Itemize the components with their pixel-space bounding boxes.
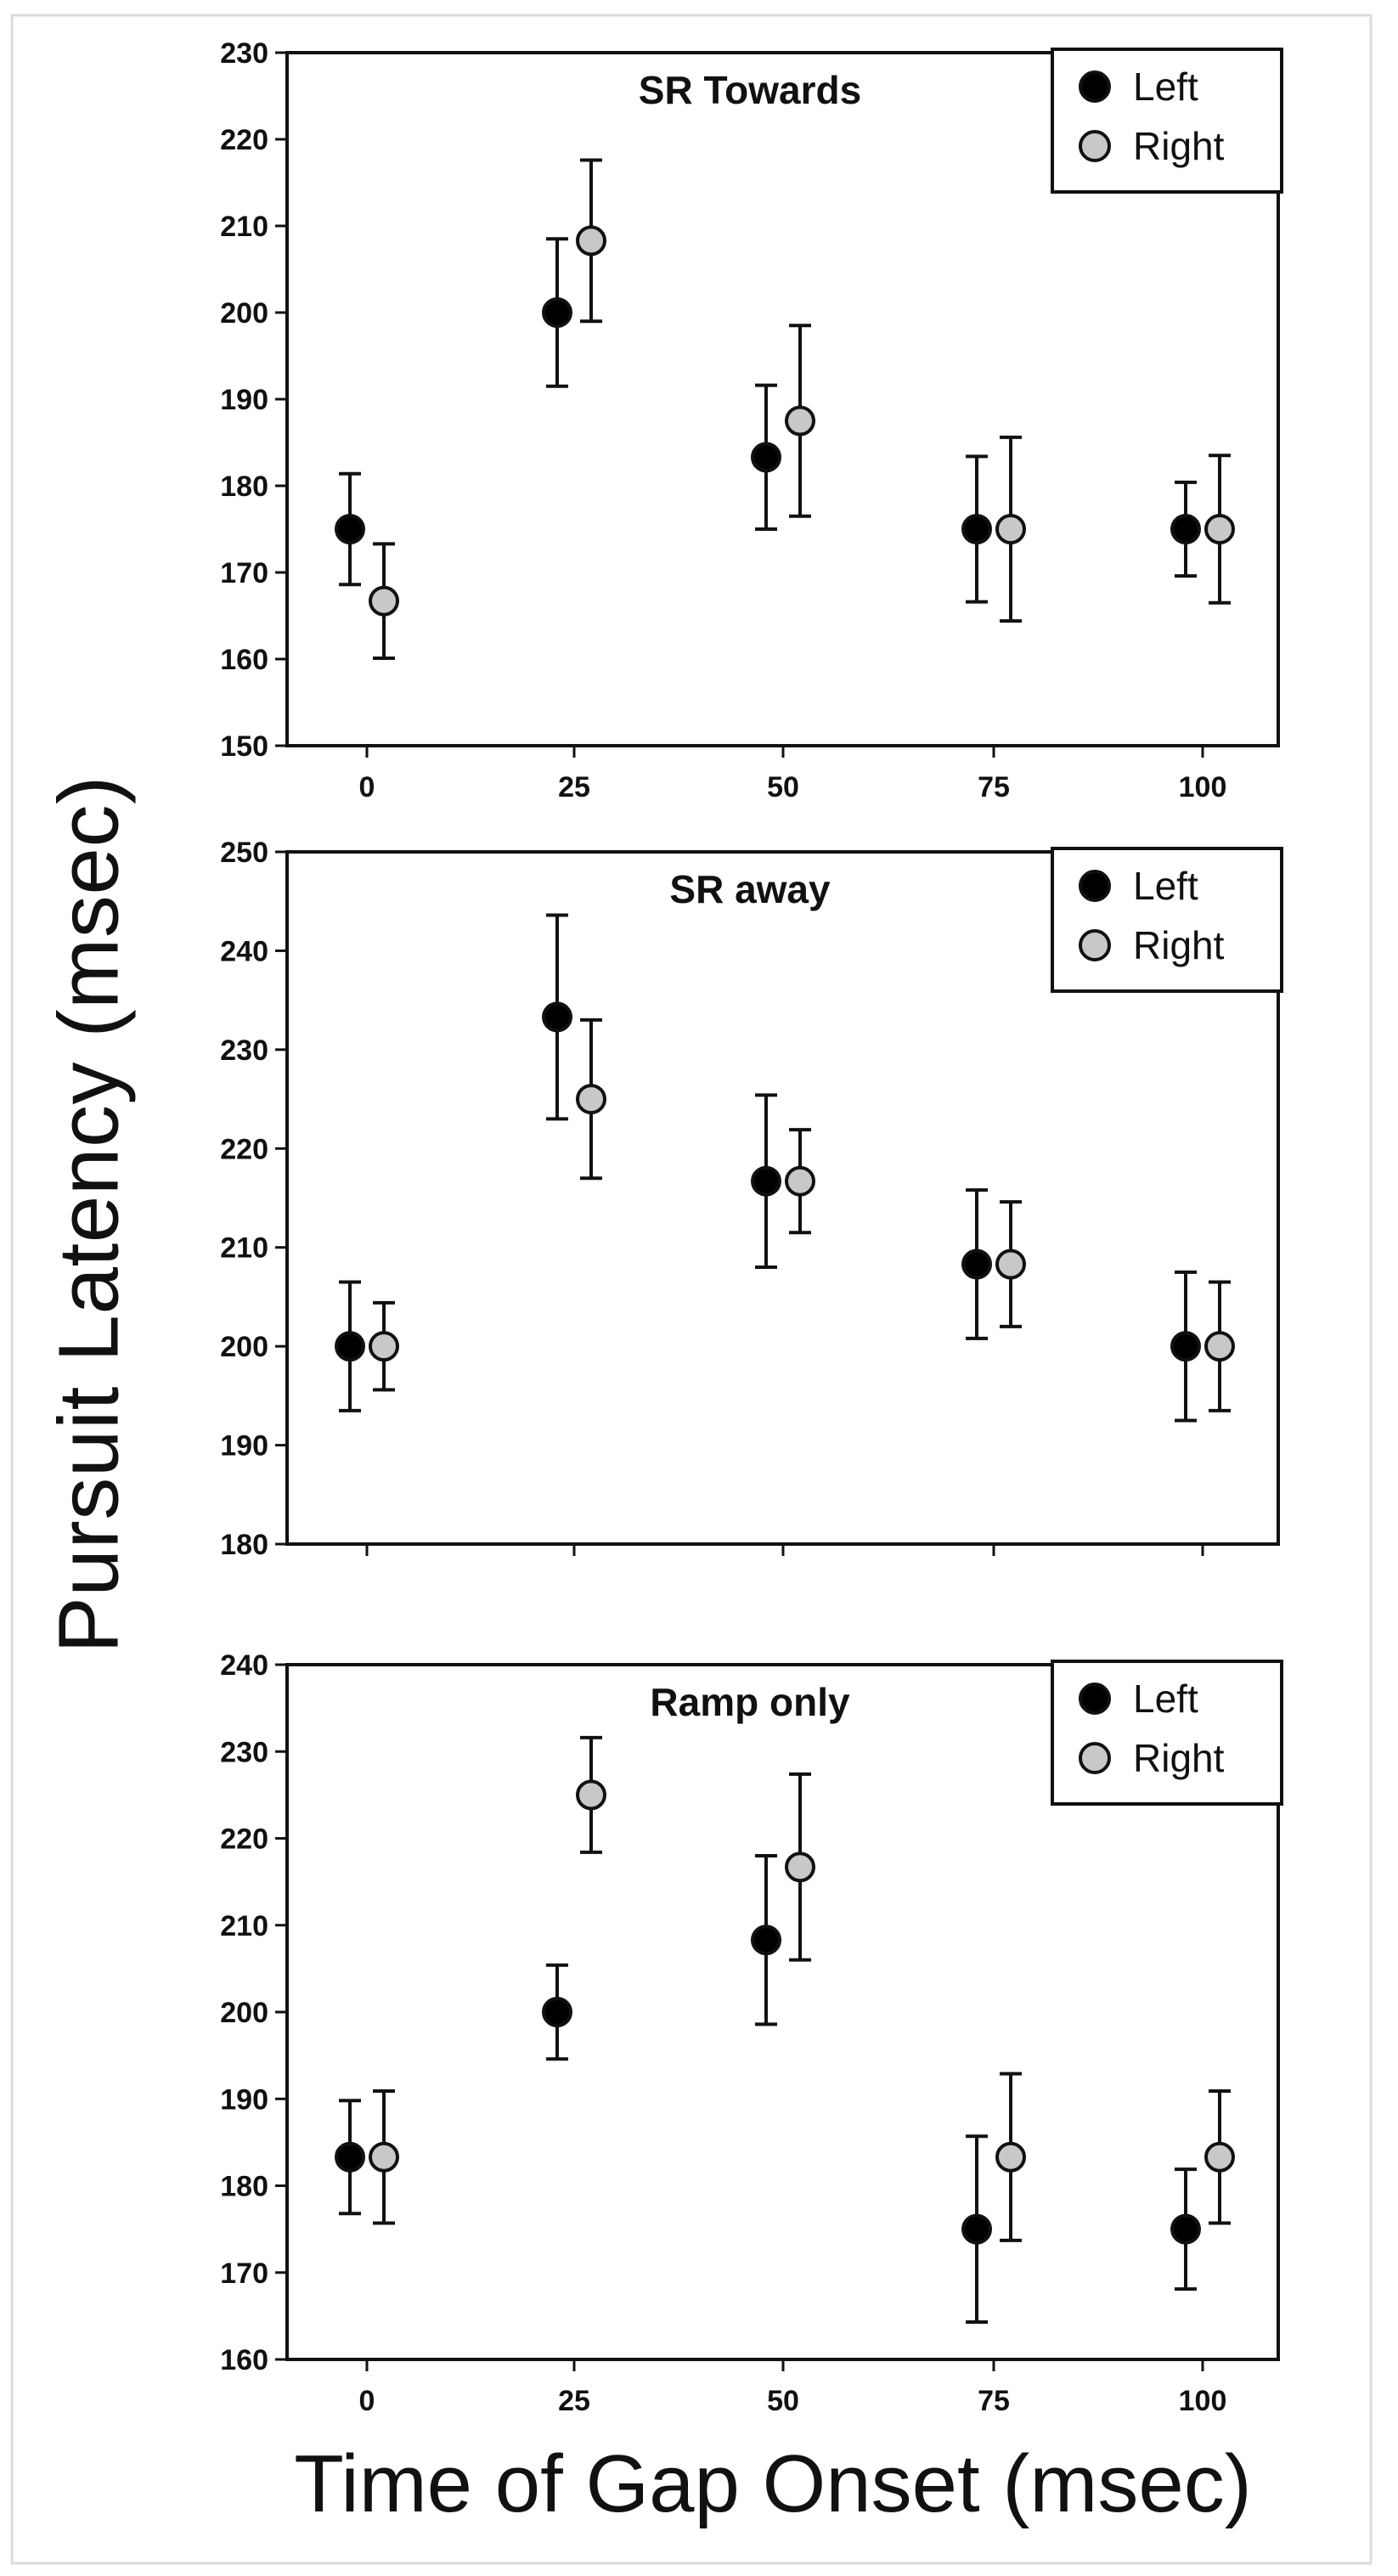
y-tick-label: 190 bbox=[220, 2083, 268, 2116]
legend-marker-right bbox=[1079, 1742, 1111, 1774]
y-tick-label: 190 bbox=[220, 1430, 268, 1463]
data-point-right bbox=[785, 1852, 815, 1883]
legend-label-left: Left bbox=[1133, 65, 1198, 109]
data-point-left bbox=[542, 297, 572, 328]
y-tick-label: 200 bbox=[220, 297, 268, 330]
legend-marker-left bbox=[1079, 870, 1111, 902]
y-tick-label: 240 bbox=[220, 935, 268, 967]
legend-marker-left bbox=[1079, 1683, 1111, 1715]
data-point-left bbox=[335, 2141, 365, 2173]
y-tick-label: 230 bbox=[220, 37, 268, 70]
y-tick-label: 180 bbox=[220, 2171, 268, 2203]
x-tick-label: 75 bbox=[978, 2385, 1010, 2417]
data-point-right bbox=[576, 1779, 606, 1811]
x-tick-label: 25 bbox=[558, 2385, 590, 2417]
y-tick-label: 220 bbox=[220, 124, 268, 156]
y-tick-label: 230 bbox=[220, 1736, 268, 1768]
data-point-left bbox=[751, 1925, 781, 1956]
panel-title-3: Ramp only bbox=[650, 1680, 850, 1724]
data-point-right bbox=[1204, 2141, 1235, 2173]
x-tick-label: 0 bbox=[359, 2385, 375, 2417]
data-point-left bbox=[1170, 1331, 1201, 1362]
y-axis-label: Pursuit Latency (msec) bbox=[41, 775, 137, 1654]
data-point-left bbox=[335, 514, 365, 544]
legend-marker-right bbox=[1079, 929, 1111, 961]
data-point-right bbox=[1204, 514, 1235, 544]
y-tick-label: 210 bbox=[220, 1232, 268, 1265]
y-tick-label: 160 bbox=[220, 644, 268, 676]
data-point-right bbox=[785, 1165, 815, 1197]
data-point-right bbox=[576, 225, 606, 256]
y-axis-label-container: Pursuit Latency (msec) bbox=[25, 0, 153, 2429]
y-tick-label: 160 bbox=[220, 2344, 268, 2376]
y-tick-label: 230 bbox=[220, 1034, 268, 1067]
data-point-left bbox=[961, 514, 992, 544]
legend-marker-left bbox=[1079, 70, 1111, 103]
y-tick-label: 220 bbox=[220, 1823, 268, 1856]
y-tick-label: 180 bbox=[220, 471, 268, 503]
data-point-left bbox=[961, 2213, 992, 2245]
figure-frame bbox=[10, 14, 1373, 2565]
data-point-right bbox=[369, 2141, 399, 2173]
data-point-right bbox=[785, 405, 815, 437]
legend-marker-right bbox=[1079, 130, 1111, 162]
legend-label-left: Left bbox=[1133, 864, 1198, 908]
x-tick-label: 0 bbox=[359, 771, 375, 803]
legend-label-right: Right bbox=[1133, 124, 1225, 168]
y-tick-label: 250 bbox=[220, 837, 268, 869]
legend-label-right: Right bbox=[1133, 923, 1225, 967]
panel-title-2: SR away bbox=[669, 867, 831, 911]
data-point-right bbox=[995, 1249, 1026, 1280]
x-tick-label: 100 bbox=[1179, 2385, 1227, 2417]
legend-label-left: Left bbox=[1133, 1677, 1198, 1721]
data-point-right bbox=[1204, 1331, 1235, 1362]
y-tick-label: 190 bbox=[220, 384, 268, 416]
data-point-right bbox=[369, 1331, 399, 1362]
y-tick-label: 170 bbox=[220, 557, 268, 589]
x-tick-label: 50 bbox=[767, 771, 799, 803]
y-tick-label: 170 bbox=[220, 2258, 268, 2290]
y-tick-label: 150 bbox=[220, 730, 268, 763]
data-point-left bbox=[542, 1997, 572, 2027]
y-tick-label: 180 bbox=[220, 1529, 268, 1561]
legend-label-right: Right bbox=[1133, 1736, 1225, 1780]
data-point-left bbox=[542, 1001, 572, 1033]
data-point-left bbox=[335, 1331, 365, 1362]
data-point-right bbox=[576, 1084, 606, 1115]
x-tick-label: 75 bbox=[978, 771, 1010, 803]
y-tick-label: 200 bbox=[220, 1331, 268, 1363]
y-tick-label: 210 bbox=[220, 1910, 268, 1942]
data-point-left bbox=[751, 1165, 781, 1197]
x-axis-label: Time of Gap Onset (msec) bbox=[294, 2438, 1252, 2529]
panel-title-1: SR Towards bbox=[639, 68, 861, 112]
x-tick-label: 100 bbox=[1179, 771, 1227, 803]
data-point-left bbox=[961, 1249, 992, 1280]
data-point-right bbox=[995, 514, 1026, 544]
x-tick-label: 25 bbox=[558, 771, 590, 803]
data-point-right bbox=[369, 585, 399, 617]
y-tick-label: 210 bbox=[220, 211, 268, 243]
y-tick-label: 200 bbox=[220, 1997, 268, 2029]
data-point-left bbox=[1170, 2213, 1201, 2245]
data-point-left bbox=[751, 442, 781, 473]
data-point-left bbox=[1170, 514, 1201, 544]
y-tick-label: 220 bbox=[220, 1133, 268, 1165]
x-tick-label: 50 bbox=[767, 2385, 799, 2417]
data-point-right bbox=[995, 2141, 1026, 2173]
y-tick-label: 240 bbox=[220, 1649, 268, 1682]
